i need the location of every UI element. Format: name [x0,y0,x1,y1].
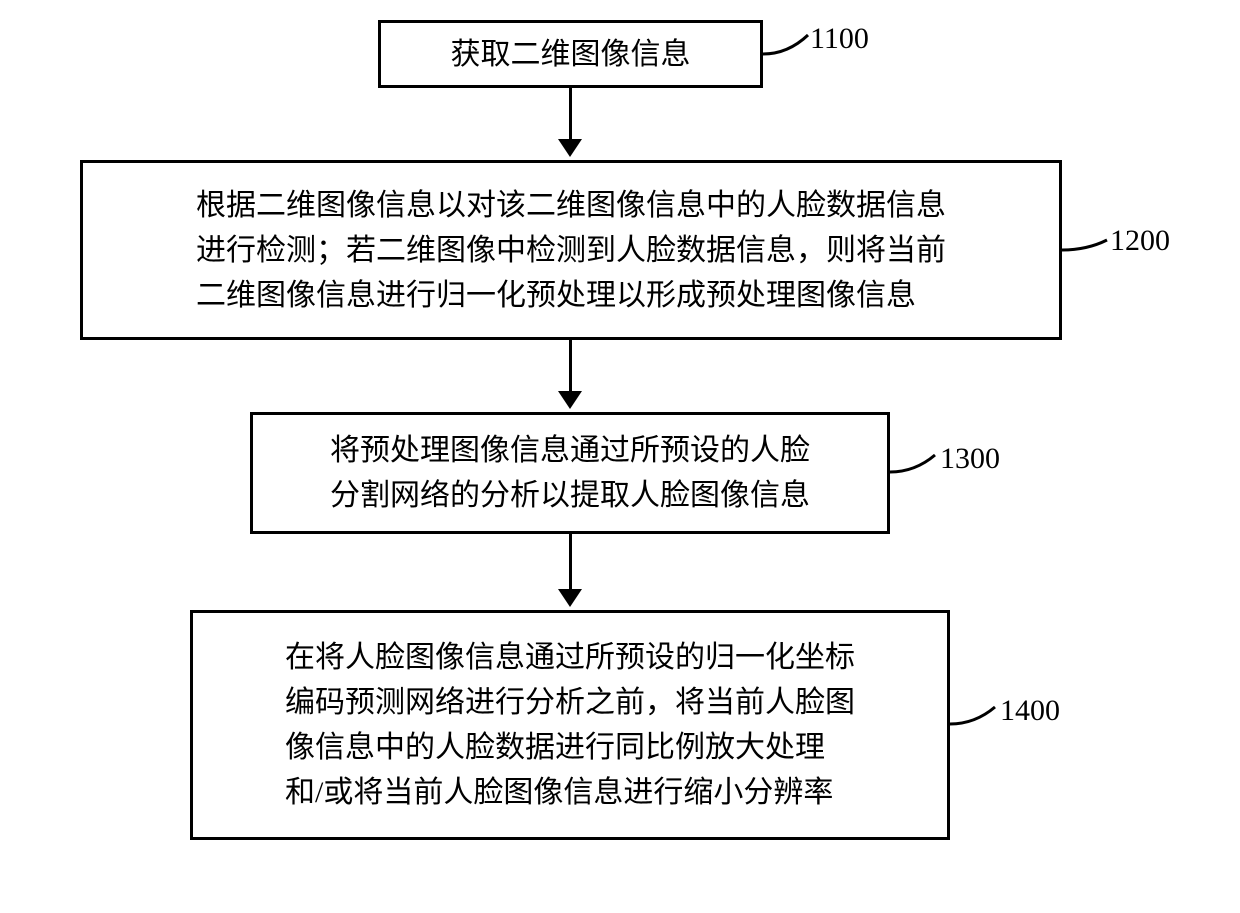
flowchart-node-3: 将预处理图像信息通过所预设的人脸 分割网络的分析以提取人脸图像信息 [250,412,890,534]
label-connector-1 [763,30,813,60]
connector-1-2 [558,88,582,158]
flowchart-node-1: 获取二维图像信息 [378,20,763,88]
step-label-3: 1300 [940,442,1000,476]
flowchart-node-4: 在将人脸图像信息通过所预设的归一化坐标 编码预测网络进行分析之前，将当前人脸图 … [190,610,950,840]
label-connector-2 [1062,238,1112,268]
label-connector-3 [890,450,940,480]
node-4-text: 在将人脸图像信息通过所预设的归一化坐标 编码预测网络进行分析之前，将当前人脸图 … [285,635,855,815]
connector-3-4 [558,534,582,608]
node-1-text: 获取二维图像信息 [451,32,691,77]
step-label-1: 1100 [810,22,869,56]
step-label-4: 1400 [1000,694,1060,728]
connector-2-3 [558,340,582,410]
label-connector-4 [950,702,1000,732]
node-3-text: 将预处理图像信息通过所预设的人脸 分割网络的分析以提取人脸图像信息 [330,428,810,518]
step-label-2: 1200 [1110,224,1170,258]
node-2-text: 根据二维图像信息以对该二维图像信息中的人脸数据信息 进行检测；若二维图像中检测到… [196,183,946,318]
flowchart-node-2: 根据二维图像信息以对该二维图像信息中的人脸数据信息 进行检测；若二维图像中检测到… [80,160,1062,340]
flowchart-container: 获取二维图像信息 1100 根据二维图像信息以对该二维图像信息中的人脸数据信息 … [0,0,1240,913]
